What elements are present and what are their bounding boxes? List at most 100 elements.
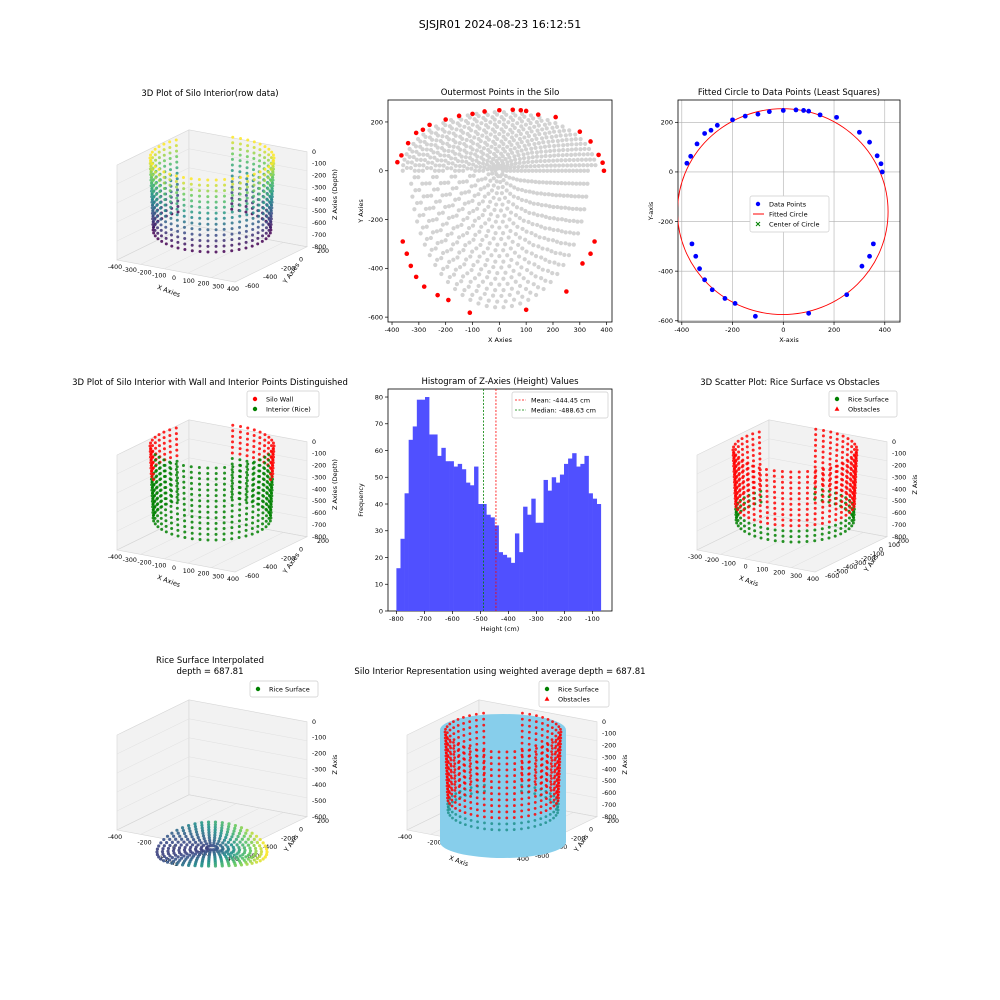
silo-point [266,446,270,450]
silo-point [736,457,740,461]
silo-point [758,482,762,486]
interior-point [479,121,484,126]
histogram-bar [547,490,553,611]
rice-surface-point [190,843,195,847]
interior-point [528,290,533,295]
silo-point [222,510,226,514]
silo-point [222,521,226,525]
x-tick-label: 0 [172,565,176,572]
silo-point [263,150,267,154]
silo-point [266,187,270,191]
interior-point [453,174,458,179]
data-point [867,139,872,145]
interior-point [457,180,462,185]
outermost-point [446,297,451,303]
interior-point [516,128,521,134]
interior-point [563,133,568,138]
interior-point [521,127,526,132]
interior-point [534,292,539,298]
silo-point [252,168,256,172]
silo-point [182,181,186,185]
silo-point [546,723,550,727]
silo-point [740,470,744,474]
z-tick-label: -200 [892,463,906,470]
silo-point [469,762,472,766]
interior-point [542,158,547,164]
silo-point [198,521,202,525]
interior-point [450,149,455,154]
silo-point [841,434,845,438]
silo-point [271,165,275,169]
silo-point [266,181,270,185]
interior-point [579,157,584,162]
interior-point [501,122,506,127]
silo-point [813,490,817,494]
silo-point [198,493,202,497]
silo-point [545,797,548,801]
silo-point [230,531,234,535]
grid-line [188,148,308,172]
silo-point [489,756,493,759]
rice-surface-point [218,836,222,841]
rice-surface-point [166,846,171,851]
silo-point [153,234,157,238]
x-tick-label: -400 [398,834,412,841]
interior-point [478,296,483,301]
silo-point [813,496,817,500]
silo-point [238,220,242,224]
silo-point [198,499,202,503]
rice-surface-point [186,837,190,841]
legend-marker [755,221,761,227]
silo-point [805,507,809,511]
silo-point [246,462,250,466]
interior-point [517,160,522,165]
silo-point [736,513,740,517]
silo-point [153,170,157,174]
silo-point [452,770,456,774]
silo-point [773,539,777,543]
silo-point [153,522,157,526]
silo-point [497,792,501,796]
silo-point [159,500,163,504]
interior-point [449,174,454,179]
silo-point [262,449,266,453]
data-point [817,112,823,118]
silo-point [482,723,486,727]
silo-point [789,470,793,474]
data-point [742,113,748,119]
silo-point [446,805,450,809]
interior-point [467,240,472,245]
interior-point [560,153,565,158]
silo-point [206,516,210,520]
interior-point [469,184,474,189]
silo-point [175,185,179,189]
data-point [722,296,728,301]
interior-point [548,168,554,173]
silo-point [512,828,516,831]
silo-point [169,493,173,497]
interior-point [524,198,529,203]
interior-point [491,183,496,188]
silo-point [773,506,777,510]
histogram-bar [523,506,528,611]
interior-point [439,239,444,244]
silo-point [835,469,839,473]
grid-line [188,476,308,500]
silo-point [556,753,560,757]
rice-surface-point [258,854,262,859]
silo-point [527,772,531,776]
interior-point [525,139,530,144]
silo-point [752,496,756,500]
silo-point [230,498,234,502]
silo-point [813,528,817,532]
interior-point [548,279,553,285]
silo-point [168,439,172,443]
silo-point [553,768,557,772]
silo-point [197,466,201,470]
rice-surface-point [265,850,269,854]
silo-point [238,469,242,473]
silo-point [540,727,544,731]
silo-point [827,520,831,524]
silo-point [230,174,234,178]
interior-point [507,264,512,269]
